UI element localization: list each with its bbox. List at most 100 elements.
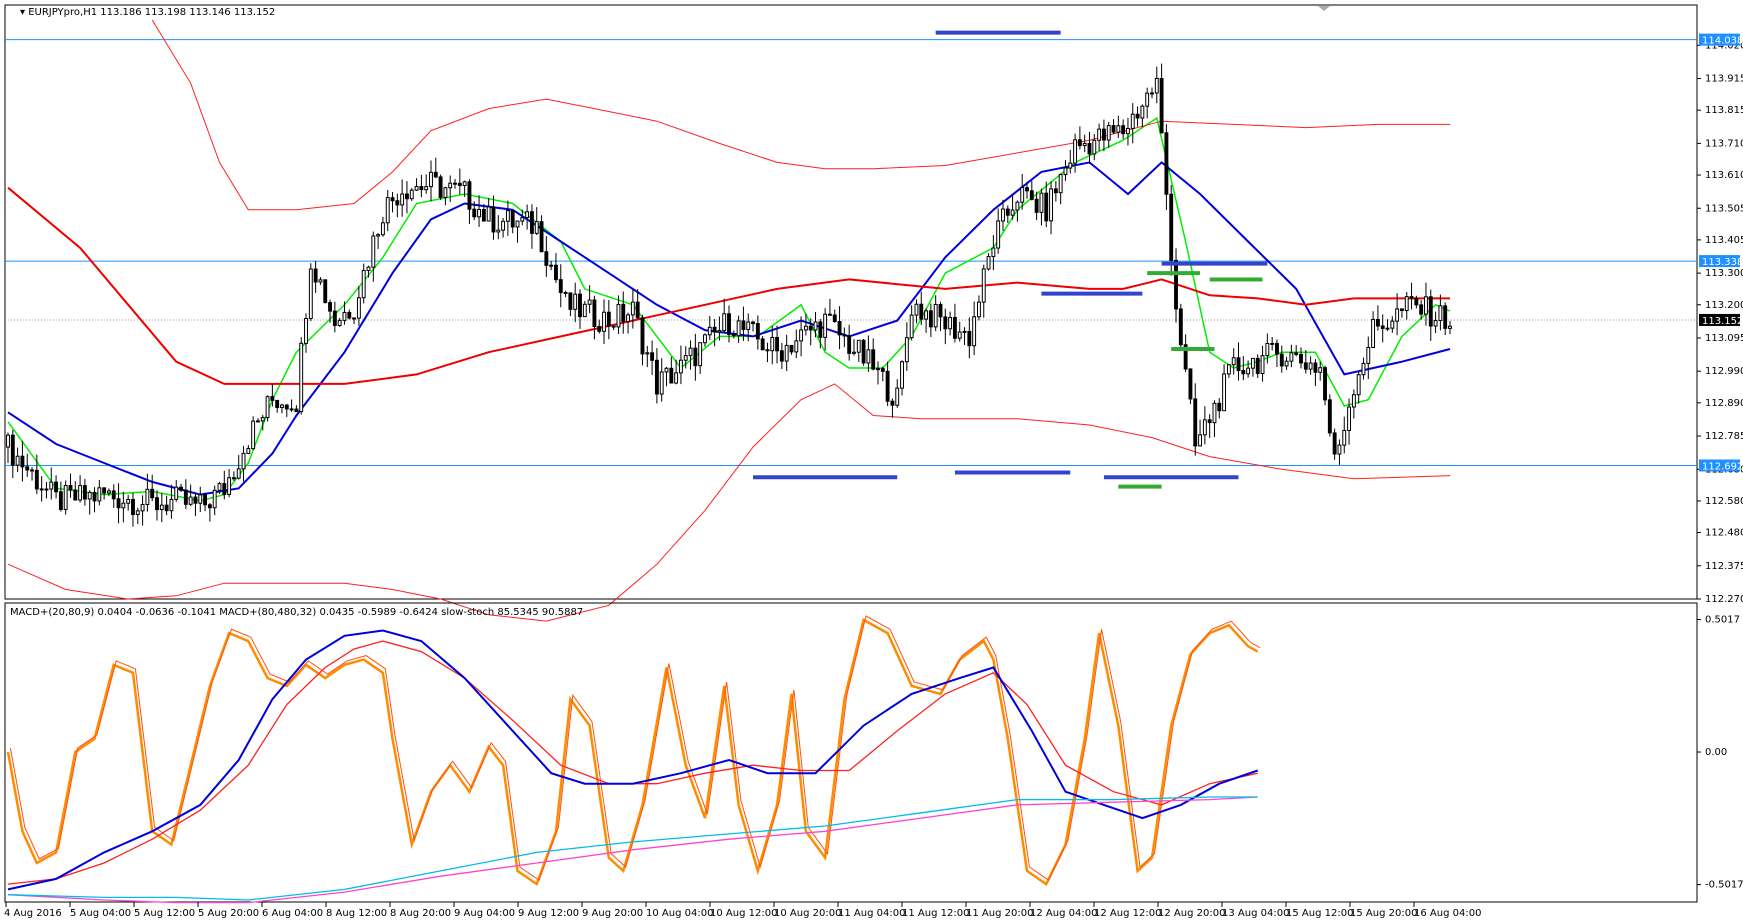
indicator-series-signal xyxy=(9,615,1261,881)
candle-body xyxy=(1270,342,1275,345)
candle-body xyxy=(106,490,111,494)
candle-body xyxy=(1169,193,1174,261)
candle-body xyxy=(467,181,472,210)
candle-body xyxy=(1438,305,1443,322)
candle-body xyxy=(746,321,751,330)
candle-body xyxy=(366,266,371,271)
candle-body xyxy=(606,311,611,327)
candle-body xyxy=(58,491,63,510)
candle-body xyxy=(799,329,804,342)
indicator-header: MACD+(20,80,9) 0.0404 -0.0636 -0.1041 MA… xyxy=(10,607,583,618)
indicator-panel[interactable]: 0.5017 0.00 -0.5017 MACD+(20,80,9) 0.0404 … xyxy=(4,602,1743,904)
candle-body xyxy=(270,396,275,401)
candle-body xyxy=(1020,187,1025,203)
price-panel[interactable]: 114.020 113.915 113.815 113.710 113.610 113.5… xyxy=(4,4,1743,622)
candle-body xyxy=(1121,125,1126,135)
candle-body xyxy=(1342,429,1347,446)
line-price-label: 113.338 xyxy=(1699,255,1743,268)
candle-body xyxy=(1428,296,1433,327)
candle-body xyxy=(1275,342,1279,355)
candle-body xyxy=(400,193,405,206)
price-tick-label: 113.710 xyxy=(1705,138,1743,149)
price-tick-label: 113.405 xyxy=(1705,235,1743,246)
candle-body xyxy=(472,208,477,218)
indicator-axis: 0.5017 0.00 -0.5017 xyxy=(1697,614,1743,891)
indicator-tick-label: -0.5017 xyxy=(1705,880,1743,891)
candle-body xyxy=(337,319,342,326)
candle-body xyxy=(1111,125,1116,133)
candle-body xyxy=(1212,402,1217,424)
shift-marker-icon[interactable] xyxy=(1318,6,1330,11)
candle-body xyxy=(1299,353,1303,364)
time-tick-label: 12 Aug 04:00 xyxy=(1030,908,1097,919)
candle-body xyxy=(948,316,953,330)
candle-body xyxy=(1395,308,1400,322)
candle-body xyxy=(1303,362,1308,370)
candle-body xyxy=(1294,352,1299,355)
candle-body xyxy=(890,400,895,406)
candle-body xyxy=(727,313,731,335)
candle-body xyxy=(1068,162,1073,169)
candle-body xyxy=(909,314,914,339)
time-tick-label: 9 Aug 04:00 xyxy=(454,908,515,919)
candle-body xyxy=(82,485,87,500)
time-tick-label: 5 Aug 20:00 xyxy=(198,908,259,919)
price-tick-label: 112.375 xyxy=(1705,561,1743,572)
candle-body xyxy=(731,333,736,337)
line-price-label: 112.692 xyxy=(1699,459,1743,472)
candle-body xyxy=(54,481,59,493)
candle-body xyxy=(832,314,837,323)
candle-body xyxy=(1101,128,1106,141)
candle-body xyxy=(529,211,534,234)
candle-body xyxy=(1202,419,1207,436)
candle-body xyxy=(505,210,510,222)
indicator-series-3 xyxy=(7,796,1258,904)
candle-body xyxy=(871,349,876,370)
header-text: EURJPYpro,H1 113.186 113.198 113.146 113… xyxy=(28,7,275,18)
candle-body xyxy=(111,490,116,500)
candle-body xyxy=(592,299,597,328)
candle-body xyxy=(794,340,799,353)
candle-body xyxy=(395,200,400,206)
candle-body xyxy=(876,368,880,371)
candle-body xyxy=(904,337,909,363)
candle-body xyxy=(808,325,813,331)
candle-body xyxy=(582,303,587,318)
candle-body xyxy=(597,326,602,332)
candle-body xyxy=(712,326,717,333)
price-series-1 xyxy=(7,161,1451,496)
candle-body xyxy=(885,370,890,402)
candle-body xyxy=(1265,342,1270,357)
indicator-series-4 xyxy=(7,796,1258,901)
candle-body xyxy=(630,301,635,316)
candle-body xyxy=(803,325,808,331)
chart-header: ▾ EURJPYpro,H1 113.186 113.198 113.146 1… xyxy=(20,7,275,18)
candle-body xyxy=(1135,113,1140,119)
candle-body xyxy=(92,491,97,502)
candle-body xyxy=(813,321,818,331)
candle-body xyxy=(1188,368,1193,400)
candle-body xyxy=(707,326,712,336)
candle-body xyxy=(1001,208,1005,222)
candle-body xyxy=(510,210,515,228)
price-tick-label: 113.815 xyxy=(1705,105,1743,116)
candle-body xyxy=(193,496,198,504)
candle-body xyxy=(1140,105,1145,119)
candle-body xyxy=(1433,320,1438,327)
candle-body xyxy=(1106,125,1111,141)
candle-body xyxy=(698,342,703,367)
candle-body xyxy=(347,311,352,319)
candle-body xyxy=(385,197,390,224)
candle-body xyxy=(755,323,760,340)
candle-body xyxy=(1361,362,1366,376)
price-tick-label: 113.200 xyxy=(1705,300,1743,311)
time-tick-label: 11 Aug 20:00 xyxy=(966,908,1033,919)
candle-body xyxy=(1226,364,1231,375)
candle-body xyxy=(568,292,573,310)
candle-body xyxy=(145,488,150,505)
candle-body xyxy=(1323,367,1327,401)
candle-body xyxy=(1443,305,1448,329)
indicator-tick-label: 0.5017 xyxy=(1705,614,1740,625)
candle-body xyxy=(1063,167,1068,176)
